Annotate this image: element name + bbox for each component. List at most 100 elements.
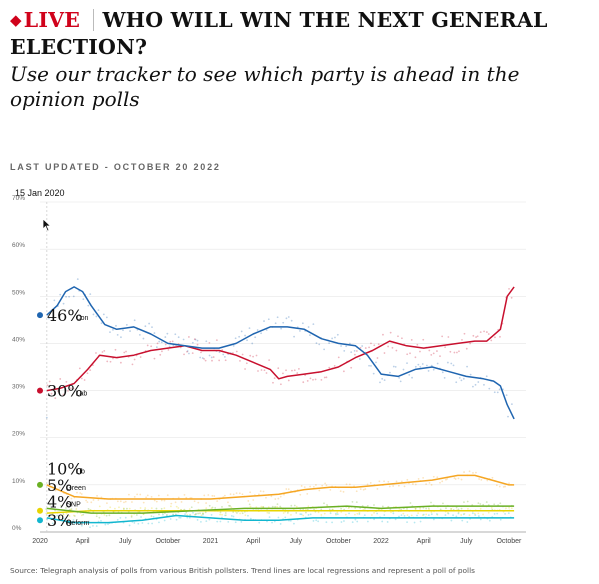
poll-dot — [350, 366, 353, 369]
poll-dot — [251, 342, 254, 345]
poll-dot — [147, 522, 150, 525]
poll-dot — [190, 506, 193, 509]
poll-dot — [306, 492, 309, 495]
trend-line-lab[interactable] — [46, 286, 515, 392]
poll-dot — [485, 501, 488, 503]
poll-dot — [309, 485, 312, 488]
trend-line-con[interactable] — [46, 286, 515, 420]
poll-dot — [258, 493, 260, 496]
poll-dot — [68, 295, 71, 298]
poll-dot — [461, 339, 463, 341]
poll-dot — [505, 507, 507, 510]
trend-line-snp[interactable] — [46, 510, 515, 514]
diamond-icon: ◆ — [10, 11, 22, 29]
poll-dot — [363, 514, 366, 517]
poll-dot — [382, 333, 384, 336]
poll-dot — [70, 387, 72, 390]
poll-dot — [97, 309, 100, 312]
poll-dot — [340, 345, 342, 347]
y-tick-label: 50% — [12, 289, 25, 296]
poll-dot — [406, 514, 409, 516]
trend-line-reform[interactable] — [46, 514, 515, 524]
poll-dot — [46, 384, 49, 387]
headline: ◆LIVE WHO WILL WIN THE NEXT GENERAL ELEC… — [10, 8, 590, 60]
poll-dot — [83, 379, 86, 381]
poll-dot — [208, 518, 211, 521]
poll-dot — [202, 513, 204, 516]
poll-dot — [414, 365, 417, 368]
series-name-snp: SNP — [66, 501, 81, 508]
poll-dot — [153, 332, 156, 334]
poll-dot — [337, 356, 340, 359]
trend-line-lib[interactable] — [46, 474, 515, 500]
poll-dot — [65, 506, 67, 509]
poll-dot — [163, 519, 166, 522]
poll-dot — [282, 372, 284, 375]
poll-dot — [467, 507, 469, 510]
poll-dot — [166, 494, 169, 497]
poll-dot — [205, 340, 208, 343]
poll-dot — [87, 508, 90, 510]
poll-dot — [116, 333, 119, 336]
poll-dot — [477, 512, 480, 515]
series-value-green: 5% — [47, 476, 72, 495]
poll-dot — [373, 344, 376, 347]
poll-dot — [131, 363, 134, 366]
poll-dot — [323, 502, 325, 505]
poll-dot — [427, 507, 430, 510]
poll-dot — [493, 503, 496, 506]
poll-dot — [430, 483, 433, 486]
poll-dot — [208, 504, 211, 507]
poll-dot — [317, 520, 320, 523]
poll-dot — [417, 478, 420, 480]
poll-dot — [238, 335, 241, 338]
poll-dot — [296, 372, 299, 374]
poll-dot — [446, 477, 449, 480]
poll-dot — [234, 337, 237, 340]
poll-dot — [133, 522, 136, 524]
poll-dot — [120, 336, 122, 339]
poll-dot — [336, 513, 339, 516]
poll-dot — [139, 356, 142, 358]
poll-dot — [187, 336, 190, 338]
poll-dot — [163, 507, 166, 510]
poll-dot — [218, 351, 221, 354]
poll-dot — [67, 389, 69, 392]
trend-line-green[interactable] — [46, 505, 515, 514]
poll-dot — [172, 513, 174, 516]
poll-dot — [427, 370, 430, 372]
poll-dot — [162, 513, 164, 516]
poll-dot — [449, 350, 452, 353]
poll-dot — [160, 499, 163, 502]
y-tick-label: 10% — [12, 478, 25, 485]
poll-dot — [268, 359, 271, 362]
x-tick-label: 2022 — [373, 538, 389, 545]
poll-dot — [468, 470, 471, 473]
poll-dot — [204, 359, 207, 362]
poll-dot — [456, 351, 458, 354]
poll-dot — [342, 370, 345, 373]
poll-dot — [109, 506, 112, 509]
poll-dot — [271, 505, 274, 508]
poll-dot — [345, 345, 348, 348]
poll-dot — [312, 323, 315, 326]
poll-dot — [436, 476, 439, 479]
poll-dot — [300, 485, 303, 487]
poll-dot — [232, 344, 235, 347]
poll-dot — [369, 482, 372, 484]
poll-dot — [358, 511, 361, 514]
poll-dot — [274, 505, 277, 508]
poll-dot — [359, 488, 362, 491]
series-name-lab: Lab — [76, 391, 88, 398]
poll-dot — [466, 521, 469, 523]
poll-dot — [447, 511, 449, 514]
poll-dot — [466, 500, 469, 503]
poll-dot — [336, 511, 339, 514]
poll-dot — [472, 385, 474, 388]
poll-dot — [199, 512, 201, 515]
poll-chart[interactable]: 0% 10% 20% 30% 40% 50% 60% 70% 2020 April July Octo… — [0, 195, 599, 555]
poll-dot — [164, 343, 167, 346]
poll-dot — [221, 506, 223, 508]
poll-dot — [351, 521, 354, 524]
poll-dot — [465, 347, 468, 350]
